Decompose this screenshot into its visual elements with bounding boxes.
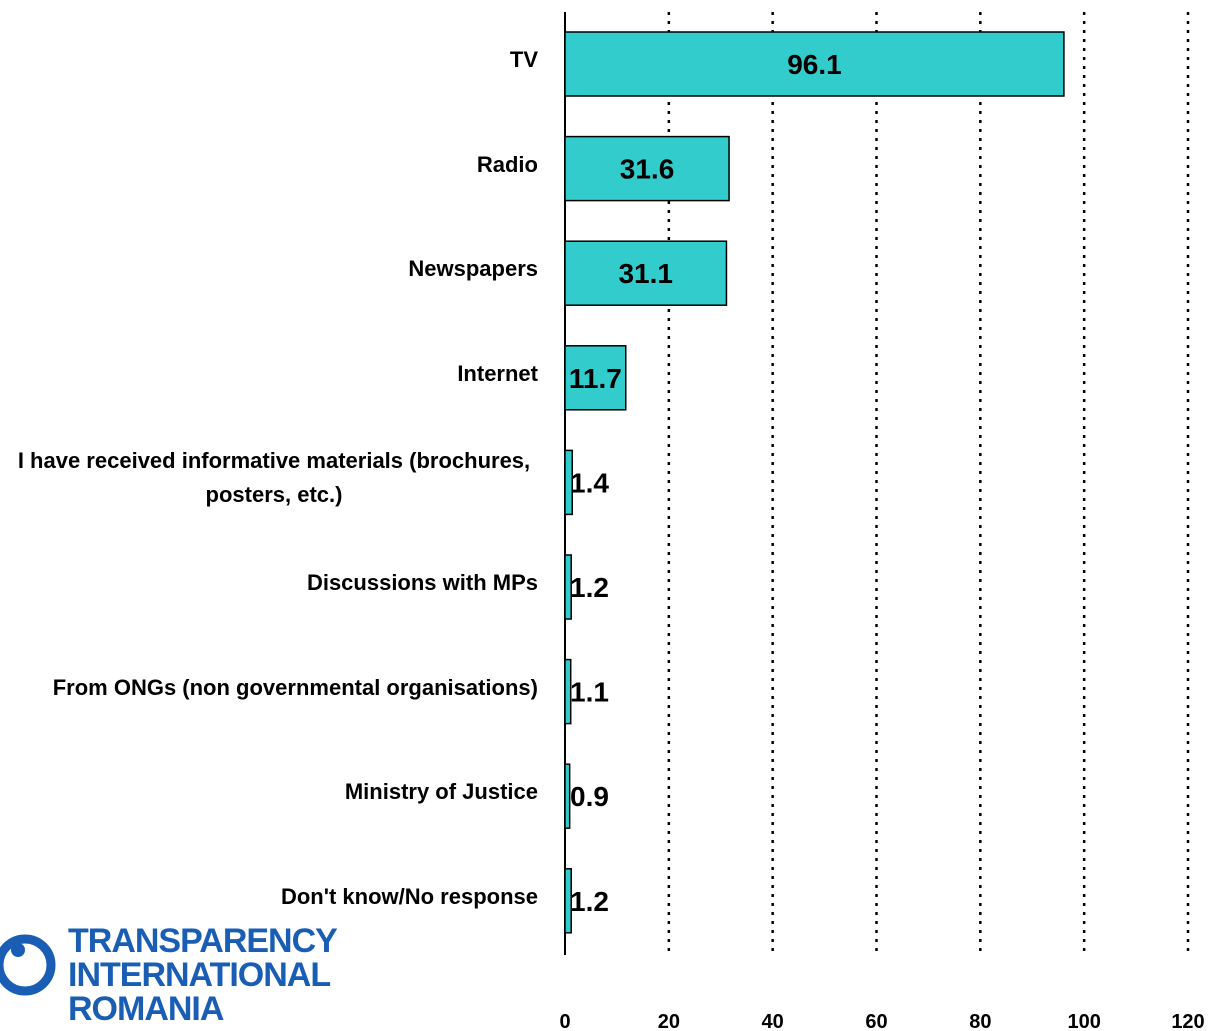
category-label: Don't know/No response <box>0 851 538 943</box>
category-text: Internet <box>457 360 538 386</box>
logo-line: INTERNATIONAL <box>68 956 331 994</box>
data-label: 1.4 <box>570 467 609 498</box>
category-label: Discussions with MPs <box>0 537 538 629</box>
bar <box>564 240 728 306</box>
bar <box>564 554 572 620</box>
x-tick-label: 100 <box>1067 1011 1100 1031</box>
x-tick-label: 80 <box>969 1011 991 1031</box>
category-text: Don't know/No response <box>280 883 538 909</box>
x-tick-label: 60 <box>865 1011 887 1031</box>
category-label: TV <box>0 14 538 106</box>
category-label: Newspapers <box>0 223 538 315</box>
bar <box>564 135 730 202</box>
category-text: From ONGs (non governmental organisation… <box>52 674 538 700</box>
category-label: Radio <box>0 119 538 211</box>
bar <box>564 868 572 934</box>
logo-line: ROMANIA <box>68 990 224 1028</box>
data-label: 0.9 <box>570 781 609 812</box>
data-label: 11.7 <box>569 363 622 394</box>
logo-line: TRANSPARENCY <box>68 922 338 960</box>
bar <box>564 31 1065 97</box>
category-label: Internet <box>0 328 538 420</box>
data-label: 1.2 <box>570 886 609 917</box>
category-text: Ministry of Justice <box>344 779 538 805</box>
x-tick-label: 40 <box>762 1011 784 1031</box>
bar <box>564 763 571 829</box>
category-text: TV <box>509 47 538 72</box>
category-label: From ONGs (non governmental organisation… <box>0 642 538 734</box>
category-text: Newspapers <box>408 256 538 282</box>
x-tick-label: 20 <box>658 1011 680 1031</box>
category-label: Ministry of Justice <box>0 746 538 838</box>
logo: TRANSPARENCY INTERNATIONAL ROMANIA <box>68 922 338 1028</box>
data-label: 31.1 <box>618 258 673 289</box>
x-tick-label: 120 <box>1171 1011 1204 1031</box>
logo-icon <box>0 934 56 996</box>
x-tick-label: 0 <box>559 1011 570 1031</box>
bar <box>564 658 572 725</box>
data-label: 1.2 <box>570 572 609 603</box>
category-text: Discussions with MPs <box>306 570 538 595</box>
data-label: 96.1 <box>787 49 842 80</box>
data-label: 31.6 <box>620 154 675 185</box>
logo-icon-dot <box>11 943 25 957</box>
bar <box>564 449 574 516</box>
category-label: I have received informative materials (b… <box>0 432 538 524</box>
bar <box>564 345 627 411</box>
category-text: Radio <box>476 151 538 177</box>
data-label: 1.1 <box>570 677 609 708</box>
category-text: I have received informative materials (b… <box>17 448 531 508</box>
